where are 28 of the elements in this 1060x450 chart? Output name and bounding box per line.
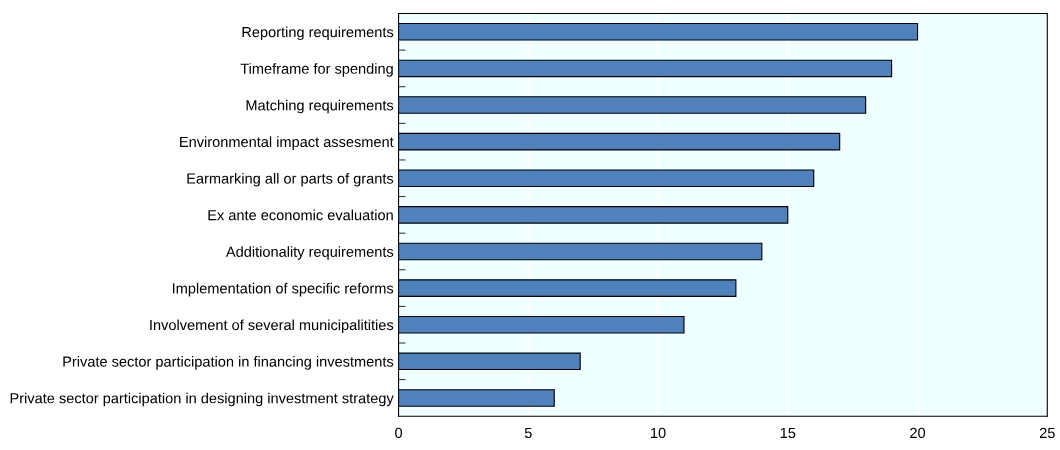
x-tick-label: 5 [524, 427, 532, 439]
y-tick-label: Involvement of several municipalitities [150, 319, 394, 334]
x-tick-label: 25 [1039, 427, 1055, 439]
bar [398, 96, 867, 114]
y-tick-label: Private sector participation in financing investments [63, 356, 394, 370]
bar [398, 132, 841, 151]
bar [398, 389, 555, 407]
x-tick-label: 0 [395, 427, 403, 439]
x-tick-label: 20 [910, 427, 926, 439]
bar [398, 279, 737, 297]
y-tick-label: Earmarking all or parts of grants [187, 172, 394, 187]
bar [398, 59, 893, 78]
y-tick-label: Matching requirements [246, 99, 394, 114]
bar [398, 169, 815, 188]
y-tick-label: Timeframe for spending [240, 63, 393, 77]
y-tick-label: Private sector participation in designing investment strategy [10, 392, 394, 407]
x-tick-label: 15 [780, 427, 796, 439]
bar [398, 206, 789, 224]
bar [398, 23, 919, 41]
bar [398, 315, 685, 334]
y-tick-label: Ex ante economic evaluation [208, 209, 393, 221]
y-tick-label: Environmental impact assesment [180, 136, 394, 150]
bar [398, 352, 581, 371]
y-tick-label: Additionality requirements [225, 246, 394, 260]
y-tick-label: Implementation of specific reforms [172, 282, 394, 297]
x-tick-label: 10 [651, 427, 666, 439]
bar [398, 242, 763, 261]
y-tick-label: Reporting requirements [242, 26, 394, 41]
